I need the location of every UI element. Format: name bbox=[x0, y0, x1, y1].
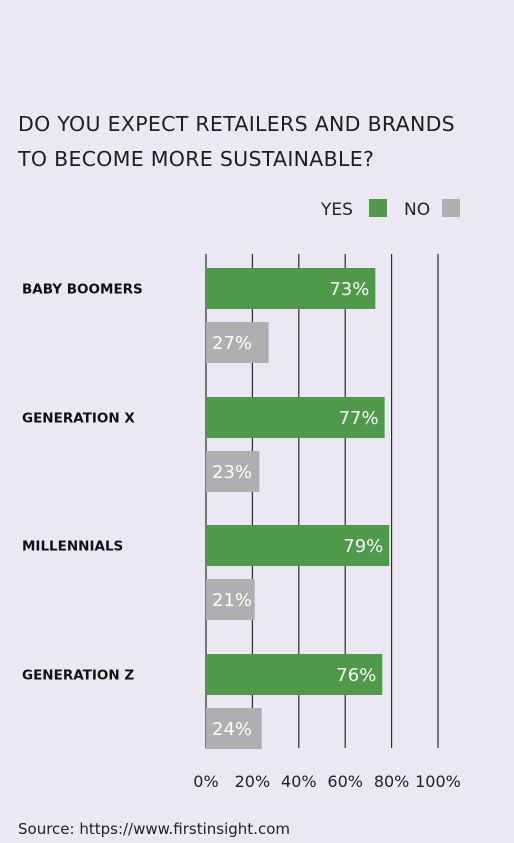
bar-chart: BABY BOOMERS 73% 27% GENERATION X 77% 23% MILL… bbox=[22, 254, 461, 791]
x-tick-label-4: 80% bbox=[374, 772, 410, 791]
yes-bar-3 bbox=[206, 654, 383, 695]
no-value-label-2: 21% bbox=[212, 590, 252, 611]
no-bar-2 bbox=[206, 579, 255, 620]
legend-swatch-no bbox=[442, 199, 460, 217]
no-bar-3 bbox=[206, 708, 262, 749]
yes-bar-2 bbox=[206, 525, 390, 566]
no-bar-1 bbox=[206, 451, 260, 492]
legend-label-no: NO bbox=[404, 200, 431, 220]
category-label-1: GENERATION X bbox=[22, 411, 135, 427]
x-tick-label-1: 20% bbox=[235, 772, 271, 791]
yes-bar-1 bbox=[206, 397, 385, 438]
no-value-label-1: 23% bbox=[212, 462, 252, 483]
x-tick-label-0: 0% bbox=[193, 772, 218, 791]
source-note: Source: https://www.firstinsight.com bbox=[18, 820, 290, 838]
yes-value-label-3: 76% bbox=[336, 665, 376, 686]
yes-value-label-0: 73% bbox=[329, 279, 369, 300]
no-value-label-0: 27% bbox=[212, 333, 252, 354]
x-tick-label-2: 40% bbox=[281, 772, 317, 791]
x-tick-label-5: 100% bbox=[415, 772, 461, 791]
category-label-0: BABY BOOMERS bbox=[22, 282, 143, 298]
no-bar-0 bbox=[206, 322, 269, 363]
legend-label-yes: YES bbox=[321, 200, 353, 220]
no-value-label-3: 24% bbox=[212, 719, 252, 740]
yes-value-label-2: 79% bbox=[343, 536, 383, 557]
legend-swatch-yes bbox=[369, 199, 387, 217]
x-tick-label-3: 60% bbox=[327, 772, 363, 791]
chart-title-line-1: DO YOU EXPECT RETAILERS AND BRANDS bbox=[18, 112, 455, 136]
chart-title-line-2: TO BECOME MORE SUSTAINABLE? bbox=[18, 147, 375, 171]
yes-value-label-1: 77% bbox=[339, 408, 379, 429]
category-label-2: MILLENNIALS bbox=[22, 539, 123, 555]
yes-bar-0 bbox=[206, 268, 376, 309]
category-label-3: GENERATION Z bbox=[22, 668, 134, 684]
